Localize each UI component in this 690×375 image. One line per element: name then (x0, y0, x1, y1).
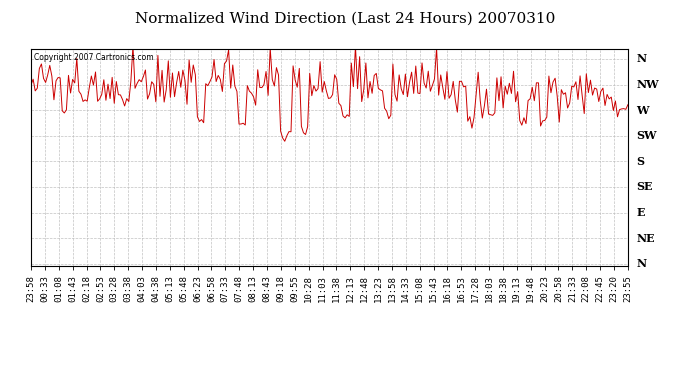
Text: Normalized Wind Direction (Last 24 Hours) 20070310: Normalized Wind Direction (Last 24 Hours… (135, 11, 555, 25)
Text: Copyright 2007 Cartronics.com: Copyright 2007 Cartronics.com (34, 53, 154, 62)
Text: N: N (636, 54, 647, 64)
Text: W: W (636, 105, 649, 116)
Text: SW: SW (636, 130, 657, 141)
Text: SE: SE (636, 182, 653, 192)
Text: NE: NE (636, 232, 655, 244)
Text: NW: NW (636, 79, 659, 90)
Text: E: E (636, 207, 644, 218)
Text: N: N (636, 258, 647, 269)
Text: S: S (636, 156, 644, 167)
